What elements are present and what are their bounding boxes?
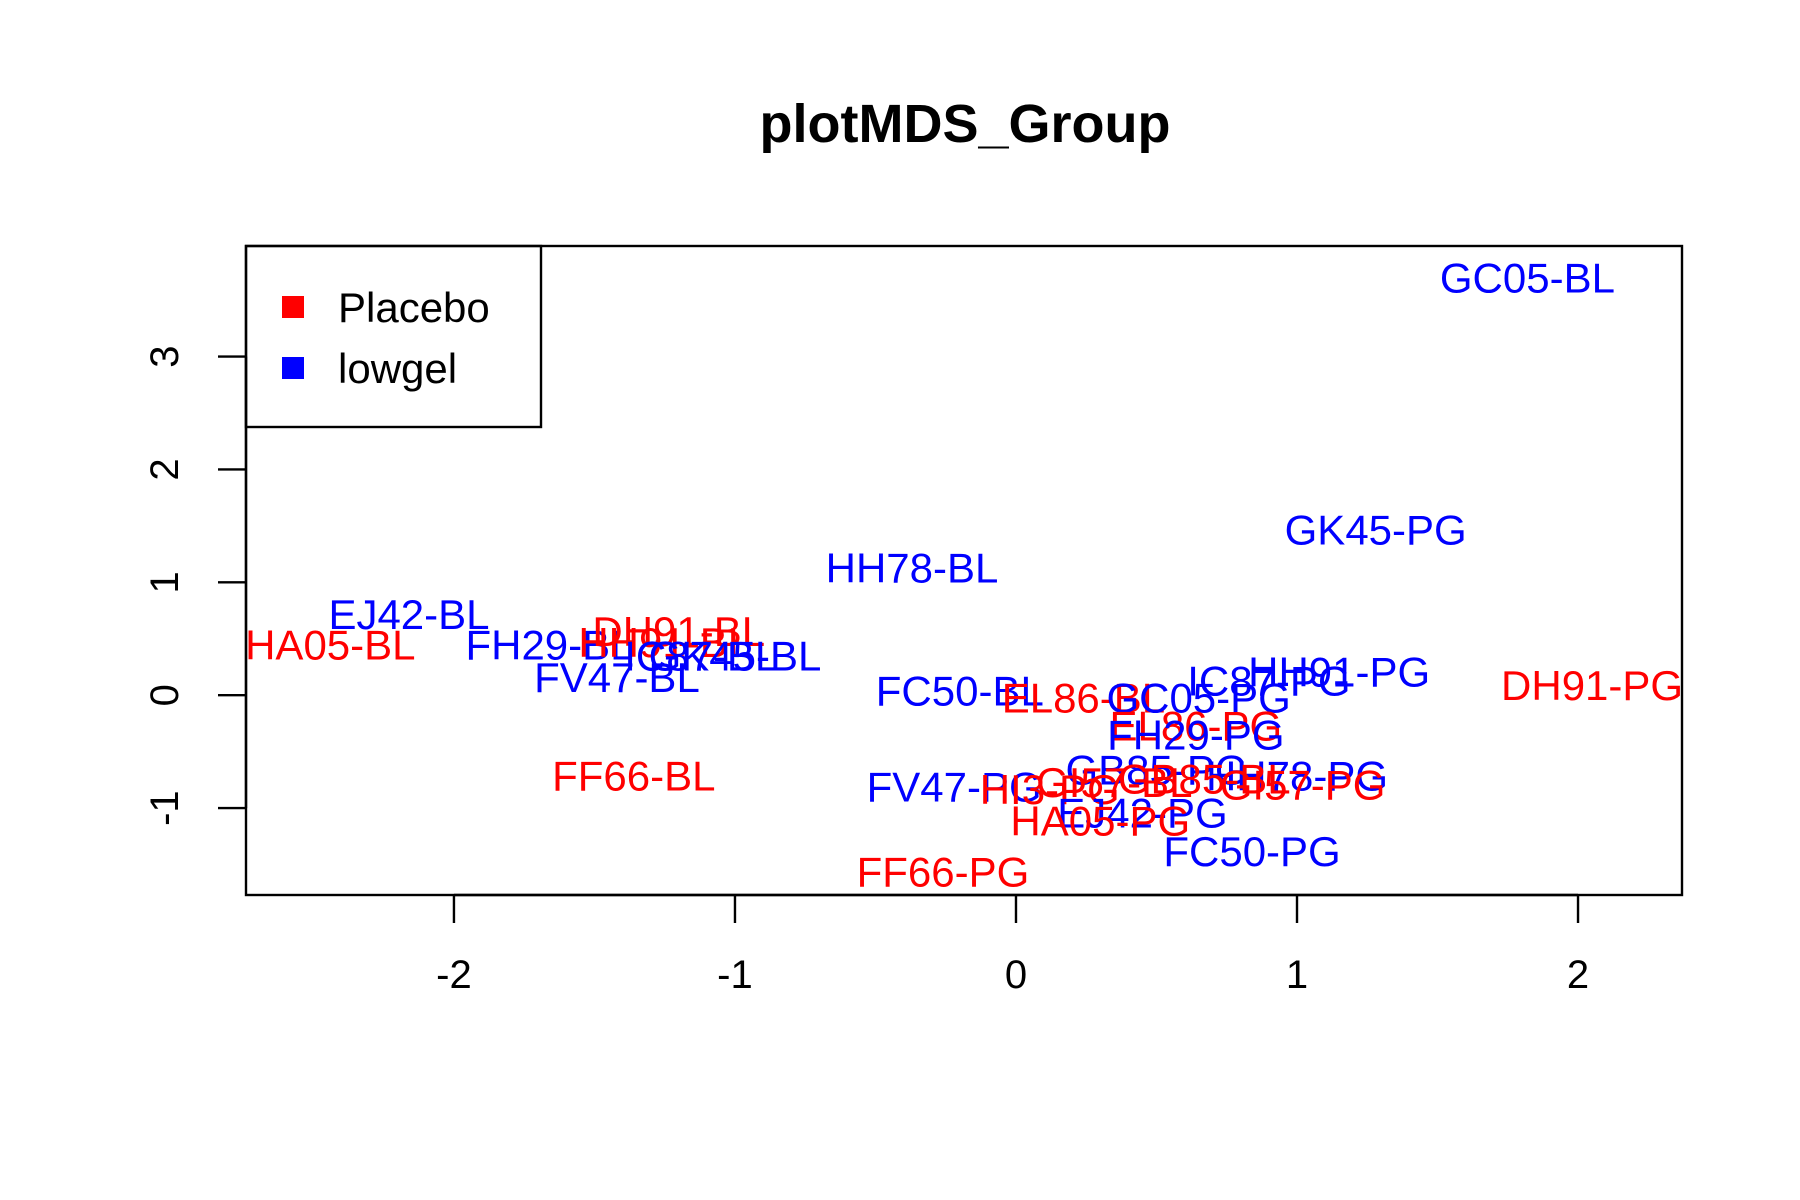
legend-box [244,244,543,429]
legend: Placebo lowgel [244,244,543,429]
point-label: FC50-BL [876,668,1044,715]
chart-title: plotMDS_Group [760,94,1171,154]
x-axis: -2 -1 0 1 2 [436,893,1589,997]
y-tick-label: 0 [143,684,187,706]
x-tick-label: -2 [436,953,472,997]
point-label: EJ42-BL [328,591,489,638]
point-label: FF66-BL [552,752,715,799]
point-label: HH78-BL [826,545,999,592]
point-label: HI3-PG [980,766,1120,813]
point-label: GI57-BL [1036,759,1192,806]
y-tick-label: 3 [143,345,187,367]
legend-swatch [282,296,304,318]
y-tick-label: 2 [143,458,187,480]
x-tick-label: 1 [1286,953,1308,997]
point-label: FH29-BL [465,621,633,668]
legend-label: lowgel [338,345,457,392]
point-label: DH91-PG [1501,662,1683,709]
point-label: DH91-BL [592,608,765,655]
point-label: GC05-PG [1106,674,1290,721]
legend-swatch [282,357,304,379]
point-label: GK45-BL [649,633,822,680]
y-tick-label: 1 [143,571,187,593]
point-label: FH29-PG [1107,712,1284,759]
x-tick-label: 0 [1005,953,1027,997]
point-label: FV47-BL [534,654,700,701]
point-label: FC50-PG [1163,828,1340,875]
legend-label: Placebo [338,284,490,331]
y-axis: -1 0 1 2 3 [143,345,248,826]
point-label: EJ42-PG [1057,790,1227,837]
point-label: FV47-PG [867,764,1042,811]
point-label: HH91-BL [578,619,751,666]
point-label: EL86-PG [1109,703,1282,750]
point-label: IC87-PG [1187,658,1350,705]
x-tick-label: -1 [717,953,753,997]
point-label: FF66-PG [857,848,1030,895]
point-label: IC87-BL [624,633,778,680]
point-label: GK45-PG [1285,506,1467,553]
point-label: HH78-PG [1206,752,1388,799]
point-label: HA05-BL [245,621,415,668]
point-label: GI57-PG [1220,761,1386,808]
point-label: HH91-PG [1248,649,1430,696]
y-tick-label: -1 [143,790,187,826]
point-label: GB85-PG [1065,747,1247,794]
point-label: GC05-BL [1440,255,1615,302]
point-label: GB85-BL [1118,756,1291,803]
point-label: EL86-BL [1002,674,1165,721]
x-tick-label: 2 [1567,953,1589,997]
point-label: HA05-PG [1010,798,1190,845]
legend-entries: Placebo lowgel [282,284,490,392]
